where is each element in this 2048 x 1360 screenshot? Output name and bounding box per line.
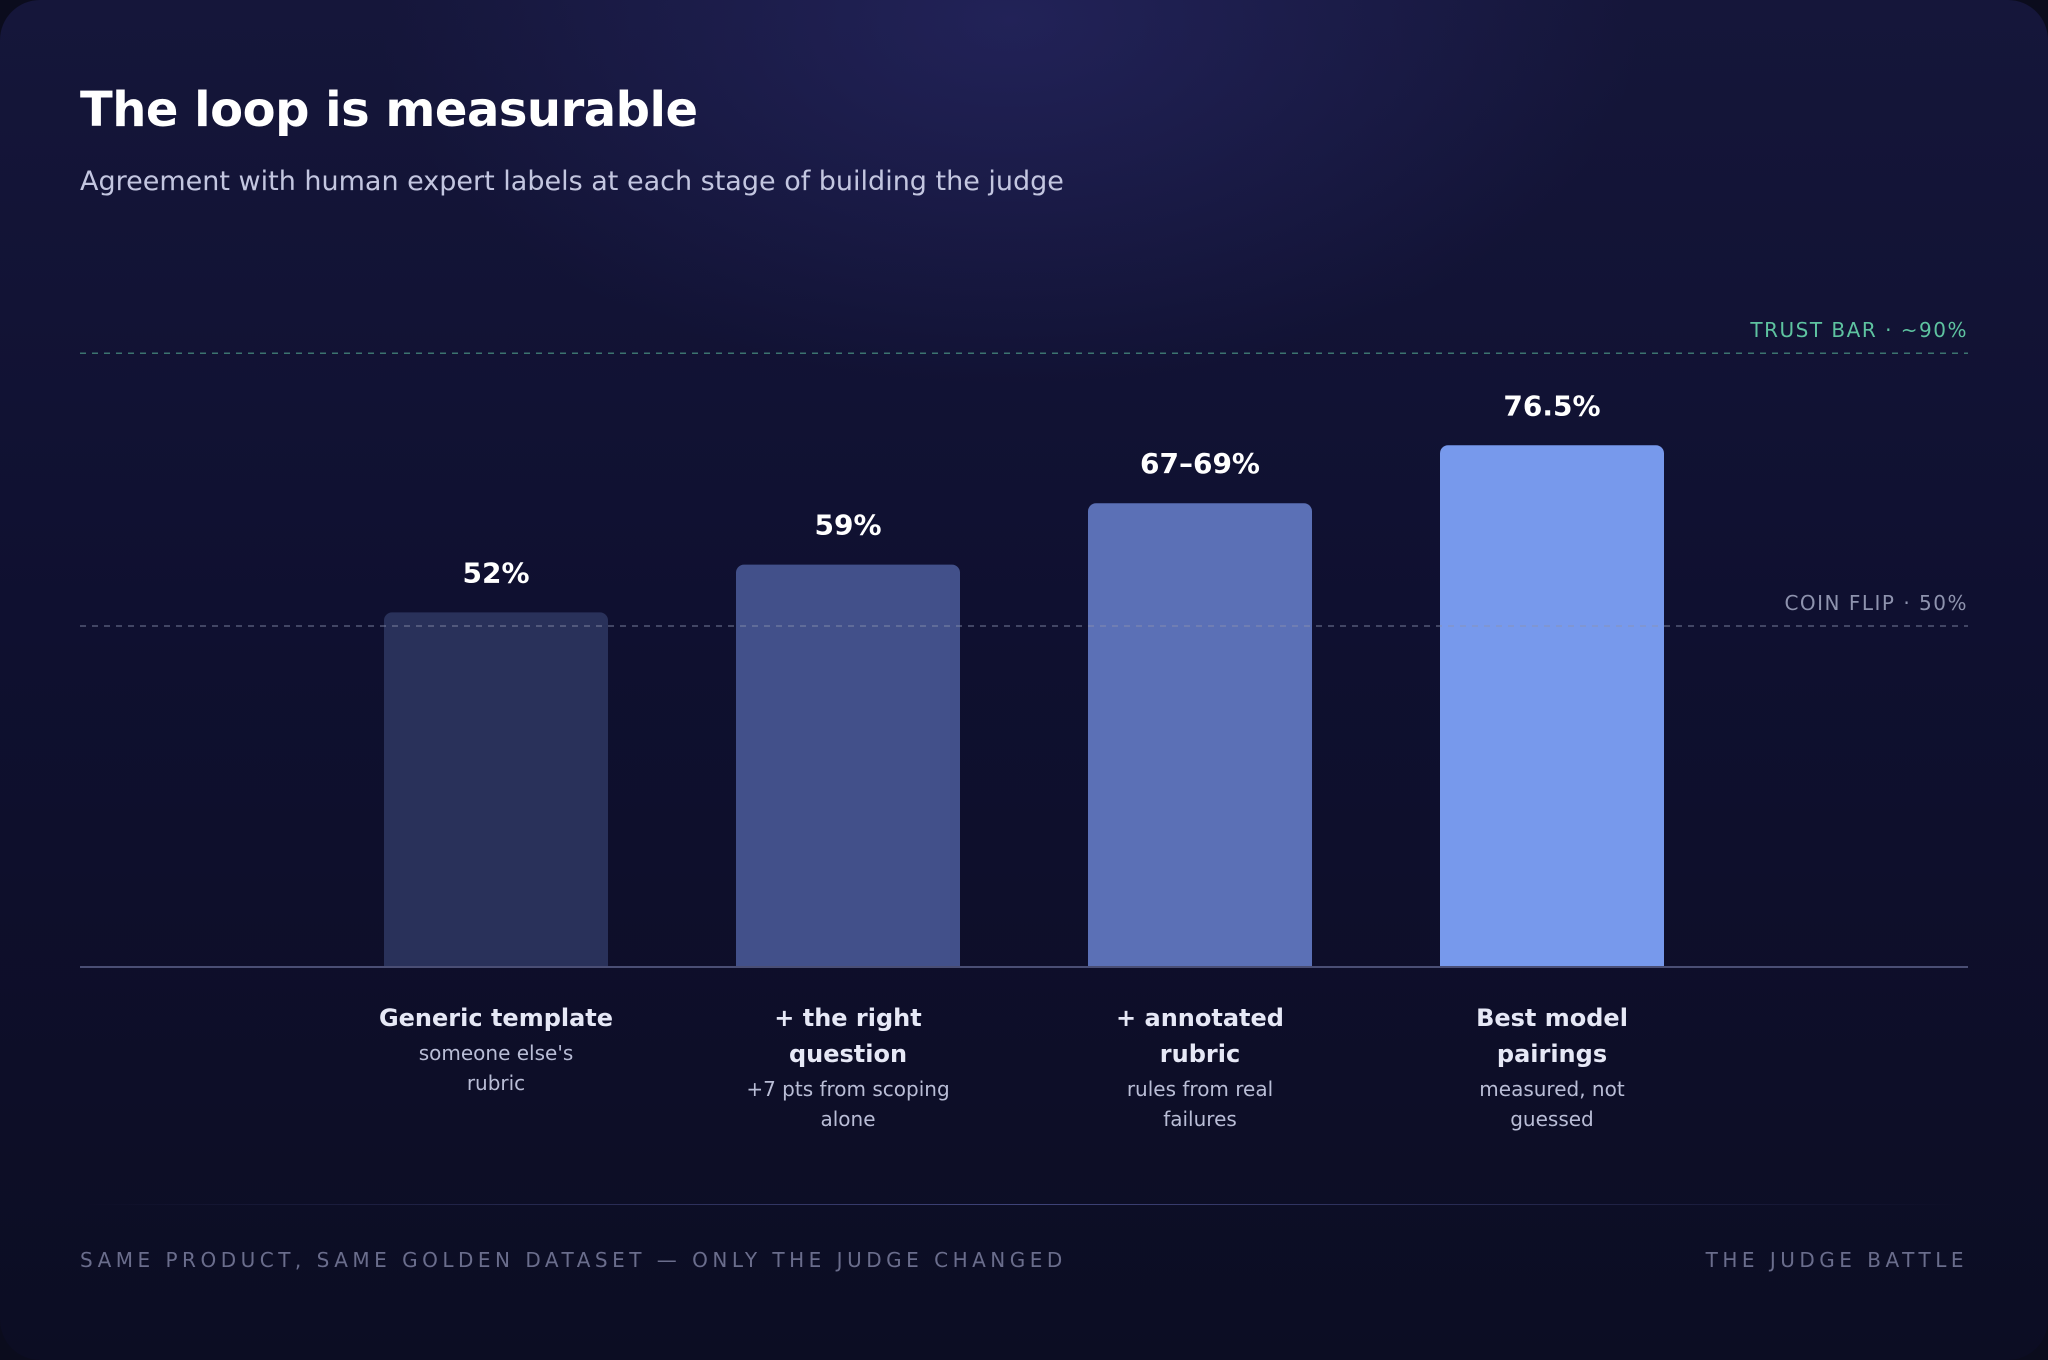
footer-brand: THE JUDGE BATTLE [1705, 1248, 1968, 1272]
category-caption-1-line-2: rubric [467, 1071, 525, 1095]
category-caption-4-line-1: measured, not [1479, 1077, 1625, 1101]
bar-value-label-1: 52% [462, 556, 529, 589]
category-caption-2-line-2: alone [820, 1107, 875, 1131]
bar-base-4 [1440, 955, 1664, 967]
category-label-1-line-1: Generic template [379, 1004, 613, 1032]
bar-value-label-2: 59% [814, 509, 881, 542]
category-label-4-line-2: pairings [1497, 1040, 1607, 1068]
footer-note: SAME PRODUCT, SAME GOLDEN DATASET — ONLY… [80, 1248, 1067, 1272]
bar-base-3 [1088, 955, 1312, 967]
bar-base-1 [384, 955, 608, 967]
reference-line-label-2: COIN FLIP · 50% [1784, 591, 1968, 615]
bar-1 [384, 612, 608, 967]
bar-value-label-4: 76.5% [1503, 389, 1600, 422]
bar-3 [1088, 503, 1312, 967]
category-caption-3-line-2: failures [1163, 1107, 1237, 1131]
reference-line-label-1: TRUST BAR · ~90% [1749, 318, 1968, 342]
category-label-2-line-2: question [789, 1040, 907, 1068]
category-label-3-line-2: rubric [1160, 1040, 1240, 1068]
category-caption-4-line-2: guessed [1510, 1107, 1594, 1131]
category-label-2-line-1: + the right [774, 1004, 921, 1032]
category-caption-1-line-1: someone else's [419, 1041, 574, 1065]
category-label-3-line-1: + annotated [1116, 1004, 1284, 1032]
footer-divider [80, 1204, 1968, 1205]
bar-value-label-3: 67–69% [1140, 447, 1260, 480]
bar-chart: 52% 59% 67–69% 76.5% TRUST BAR · ~90% COIN FL… [80, 318, 1968, 1131]
category-caption-2-line-1: +7 pts from scoping [746, 1077, 949, 1101]
bar-base-2 [736, 955, 960, 967]
chart-subtitle: Agreement with human expert labels at ea… [80, 166, 1064, 197]
category-label-4-line-1: Best model [1476, 1004, 1628, 1032]
category-caption-3-line-1: rules from real [1127, 1077, 1273, 1101]
bar-4 [1440, 445, 1664, 967]
bar-2 [736, 564, 960, 967]
chart-title: The loop is measurable [80, 82, 698, 138]
